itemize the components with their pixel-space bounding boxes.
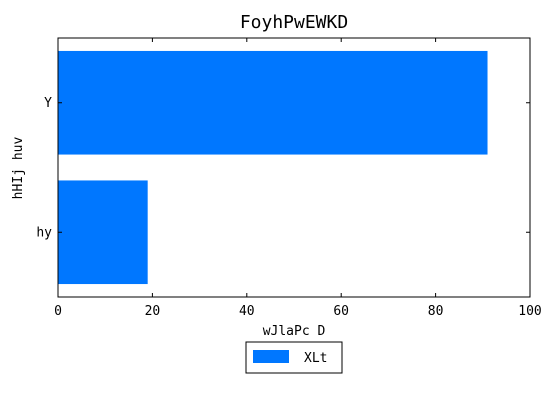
y-tick-label-1: hy	[36, 225, 52, 240]
y-ticks-layer: Yhy	[36, 96, 530, 240]
y-tick-label-0: Y	[44, 96, 52, 111]
legend-swatch	[253, 350, 289, 363]
legend: XLt	[245, 341, 343, 374]
x-axis-label: wJlaPc D	[263, 324, 326, 339]
x-tick-label-1: 20	[145, 304, 161, 319]
x-tick-label-2: 40	[239, 304, 255, 319]
x-tick-label-0: 0	[54, 304, 62, 319]
x-ticks-layer: 0 20 40 60 80 100	[54, 38, 542, 319]
x-tick-label-5: 100	[518, 304, 541, 319]
plot-frame	[57, 37, 531, 298]
x-tick-label-3: 60	[333, 304, 349, 319]
x-tick-label-4: 80	[428, 304, 444, 319]
bar-1	[58, 180, 148, 285]
chart-title: FoyhPwEWKD	[240, 12, 348, 33]
bar-0	[58, 50, 488, 155]
bars-layer	[58, 50, 488, 285]
legend-label: XLt	[304, 351, 327, 366]
y-axis-label: hHIj huv	[11, 137, 26, 200]
